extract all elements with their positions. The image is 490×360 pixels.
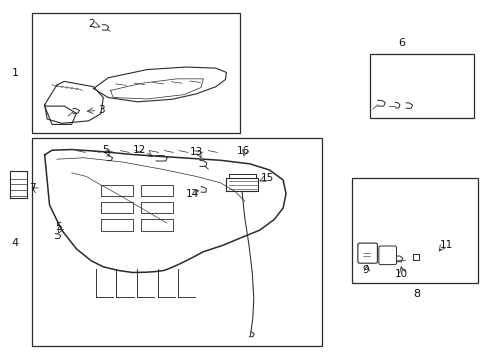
FancyBboxPatch shape (379, 246, 396, 265)
Text: 15: 15 (260, 173, 273, 183)
Bar (32, 13, 240, 134)
Text: 3: 3 (98, 105, 105, 116)
Text: 8: 8 (413, 289, 420, 299)
Text: 16: 16 (236, 146, 250, 156)
Text: 7: 7 (29, 183, 36, 193)
FancyBboxPatch shape (358, 243, 377, 263)
Text: 2: 2 (88, 19, 95, 29)
Text: 4: 4 (12, 238, 19, 248)
Text: 12: 12 (132, 145, 146, 155)
Bar (32, 138, 322, 346)
Text: 6: 6 (398, 38, 405, 48)
Bar (101, 219, 133, 230)
Bar (370, 54, 474, 118)
Text: 14: 14 (186, 189, 199, 199)
Text: 10: 10 (395, 269, 408, 279)
Bar (141, 185, 172, 196)
Text: 5: 5 (55, 222, 62, 232)
Text: 5: 5 (102, 144, 109, 154)
Text: 1: 1 (12, 68, 19, 78)
Bar (141, 219, 172, 230)
Text: 13: 13 (190, 147, 203, 157)
Text: 9: 9 (363, 265, 369, 275)
Bar (101, 185, 133, 196)
Text: 11: 11 (440, 240, 453, 250)
Bar (101, 202, 133, 213)
Bar (141, 202, 172, 213)
Bar (352, 178, 478, 283)
